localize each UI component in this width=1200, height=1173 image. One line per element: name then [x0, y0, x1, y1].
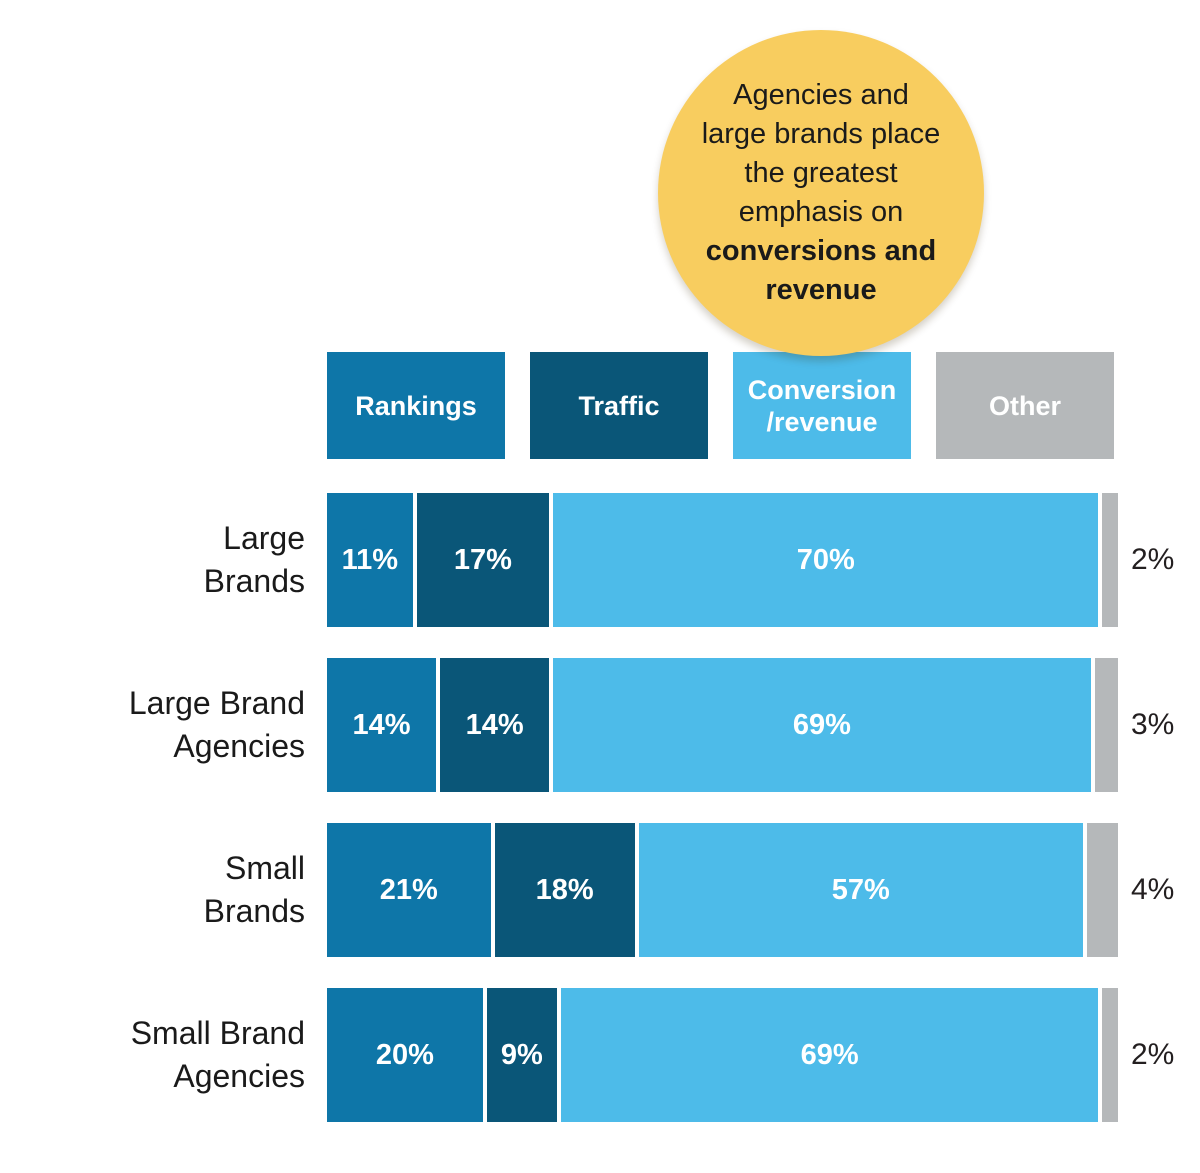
bar-segment-traffic: 14%: [440, 658, 550, 792]
legend: Rankings Traffic Conversion /revenue Other: [327, 352, 1114, 459]
bar-row-small-brands: Small Brands 21% 18% 57% 4%: [0, 823, 1200, 957]
segment-value-label: 20%: [375, 1038, 434, 1071]
callout-line: Agencies and: [733, 79, 909, 111]
bar-segment-rankings: 21%: [327, 823, 491, 957]
bar-segment-conversion-revenue: 69%: [553, 658, 1091, 792]
bar-segment-conversion-revenue: 69%: [560, 988, 1099, 1122]
legend-item-rankings: Rankings: [327, 352, 505, 459]
segment-value-label: 18%: [535, 873, 594, 906]
bar-segment-conversion-revenue: 57%: [638, 823, 1083, 957]
segment-value-label: 21%: [379, 873, 438, 906]
bar-segment-traffic: 17%: [416, 493, 550, 627]
segment-value-label: 9%: [500, 1038, 543, 1071]
bar-row-small-brand-agencies: Small Brand Agencies 20% 9% 69% 2%: [0, 988, 1200, 1122]
bar-segment-rankings: 14%: [327, 658, 437, 792]
row-label: Large Brand Agencies: [128, 685, 305, 764]
segment-value-label: 14%: [465, 708, 524, 741]
bar-row-large-brands: Large Brands 11% 17% 70% 2%: [0, 493, 1200, 627]
callout-line: revenue: [765, 274, 877, 306]
outside-value-label: 3%: [1131, 708, 1175, 741]
segment-value-label: 14%: [352, 708, 411, 741]
bar-segment-other: [1086, 823, 1118, 957]
outside-value-label: 4%: [1131, 873, 1175, 906]
callout-line: the greatest: [744, 157, 898, 189]
segment-value-label: 11%: [341, 543, 399, 576]
callout-bubble: Agencies and large brands place the greate…: [658, 30, 984, 356]
bar-segment-traffic: 9%: [486, 988, 557, 1122]
callout-line: conversions and: [705, 235, 937, 267]
bar-rows: Large Brands 11% 17% 70% 2% Large Brand Agenc…: [0, 493, 1200, 1153]
bar-row-large-brand-agencies: Large Brand Agencies 14% 14% 69% 3%: [0, 658, 1200, 792]
outside-value-label: 2%: [1131, 543, 1175, 576]
stacked-bar: 11% 17% 70%: [327, 493, 1118, 627]
row-label: Small Brand Agencies: [130, 1015, 305, 1094]
bar-segment-other: [1094, 658, 1119, 792]
bar-segment-rankings: 20%: [327, 988, 483, 1122]
row-label: Large Brands: [203, 520, 305, 599]
legend-item-traffic: Traffic: [530, 352, 708, 459]
segment-value-label: 69%: [800, 1038, 859, 1071]
stacked-bar: 14% 14% 69%: [327, 658, 1119, 792]
segment-value-label: 57%: [831, 873, 890, 906]
row-label: Small Brands: [203, 850, 305, 929]
segment-value-label: 17%: [453, 543, 512, 576]
bar-segment-traffic: 18%: [494, 823, 635, 957]
bar-segment-other: [1102, 493, 1118, 627]
callout-line: large brands place: [701, 118, 941, 150]
bar-segment-rankings: 11%: [327, 493, 413, 627]
callout-line: emphasis on: [738, 196, 904, 228]
segment-value-label: 70%: [796, 543, 855, 576]
legend-item-other: Other: [936, 352, 1114, 459]
stacked-bar: 21% 18% 57%: [327, 823, 1118, 957]
segment-value-label: 69%: [792, 708, 851, 741]
legend-item-conversion-revenue: Conversion /revenue: [733, 352, 911, 459]
outside-value-label: 2%: [1131, 1038, 1175, 1071]
bar-segment-conversion-revenue: 70%: [553, 493, 1099, 627]
bar-segment-other: [1102, 988, 1118, 1122]
stacked-bar: 20% 9% 69%: [327, 988, 1118, 1122]
